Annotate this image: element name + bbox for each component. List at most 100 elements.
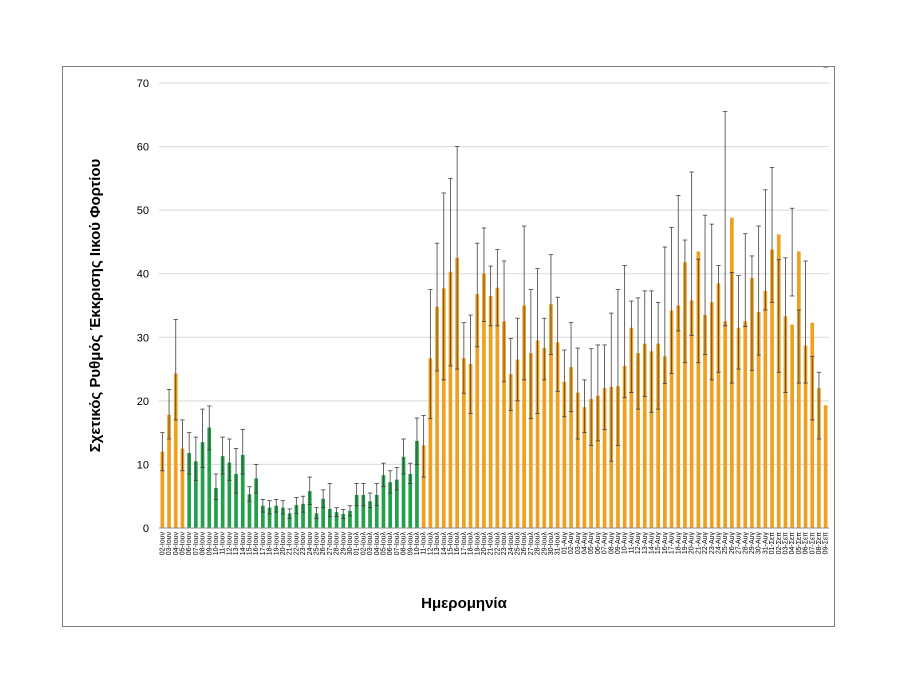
x-tick-label: 02-Αυγ <box>568 532 575 555</box>
bar <box>803 345 808 528</box>
bar <box>616 386 620 528</box>
bar <box>696 251 701 528</box>
error-bars <box>160 66 828 519</box>
bar <box>763 290 768 528</box>
x-tick-label: 06-Ιουλ <box>387 532 394 556</box>
bar <box>448 271 453 528</box>
x-tick-label: 22-Ιουν <box>293 532 300 556</box>
bar <box>462 358 466 528</box>
bar <box>341 514 346 528</box>
bar <box>495 287 500 528</box>
bar <box>281 507 285 528</box>
bar <box>770 249 774 529</box>
x-tick-label: 25-Αυγ <box>722 532 729 555</box>
x-tick-label: 25-Ιουλ <box>514 532 521 556</box>
x-tick-label: 17-Ιουν <box>260 532 267 556</box>
bar <box>227 462 232 528</box>
bar <box>515 359 520 528</box>
x-tick-label: 28-Ιουλ <box>535 532 542 556</box>
bar <box>663 356 667 528</box>
x-tick-label: 08-Ιουν <box>200 532 207 556</box>
bar <box>368 501 372 528</box>
bar <box>636 353 640 528</box>
bar <box>167 414 171 528</box>
x-tick-label: 04-Σεπ <box>789 532 796 555</box>
bar <box>823 405 828 528</box>
bar <box>314 513 319 528</box>
bar <box>629 327 634 528</box>
y-tick-label: 0 <box>143 523 149 535</box>
x-tick-label: 05-Ιουν <box>179 532 186 556</box>
bar <box>683 262 687 528</box>
bar <box>160 451 165 528</box>
x-tick-label: 02-Ιουλ <box>360 532 367 556</box>
x-tick-label: 06-Αυγ <box>595 532 602 555</box>
bar <box>602 388 607 528</box>
x-tick-label: 10-Ιουν <box>213 532 220 556</box>
bar <box>328 508 332 528</box>
x-tick-label: 14-Αυγ <box>648 532 655 555</box>
bar <box>549 304 553 528</box>
x-tick-label: 04-Ιουν <box>173 532 180 556</box>
x-tick-labels: 02-Ιουν 03-Ιουν 04-Ιουν 05-Ιουν 06-Ιουν 07-Ιο… <box>159 532 829 556</box>
bar <box>435 306 439 528</box>
x-tick-label: 04-Ιουλ <box>374 532 381 556</box>
bars <box>160 217 828 529</box>
x-tick-label: 16-Ιουλ <box>454 532 461 556</box>
bar <box>582 407 587 528</box>
bar <box>817 388 821 528</box>
bar <box>321 498 325 528</box>
bar <box>301 503 305 528</box>
bar <box>676 305 681 528</box>
bar <box>274 505 279 528</box>
x-tick-label: 13-Ιουν <box>233 532 240 556</box>
x-tick-label: 27-Ιουν <box>327 532 334 556</box>
x-tick-label: 29-Ιουλ <box>541 532 548 556</box>
x-tick-label: 12-Αυγ <box>635 532 642 555</box>
x-tick-label: 03-Ιουλ <box>367 532 374 556</box>
y-tick-label: 50 <box>137 205 149 217</box>
x-tick-label: 23-Ιουλ <box>501 532 508 556</box>
x-tick-label: 05-Σεπ <box>796 532 803 555</box>
x-tick-label: 14-Ιουν <box>240 532 247 556</box>
x-tick-label: 03-Αυγ <box>575 532 582 555</box>
x-tick-label: 06-Σεπ <box>803 532 810 555</box>
bar <box>388 482 392 528</box>
bar <box>776 234 781 529</box>
bar <box>750 278 754 528</box>
x-tick-label: 01-Σεπ <box>769 532 776 555</box>
y-tick-labels: 0 10 20 30 40 50 60 70 <box>137 78 149 535</box>
x-tick-label: 13-Αυγ <box>642 532 649 555</box>
x-tick-label: 04-Αυγ <box>581 532 588 555</box>
x-tick-label: 26-Ιουλ <box>521 532 528 556</box>
x-tick-label: 26-Ιουν <box>320 532 327 556</box>
bar <box>261 505 265 528</box>
x-tick-label: 02-Ιουν <box>159 532 166 556</box>
x-tick-label: 18-Αυγ <box>675 532 682 555</box>
bar <box>703 315 707 528</box>
x-tick-label: 30-Ιουν <box>347 532 354 556</box>
x-tick-label: 05-Ιουλ <box>380 532 387 556</box>
bar <box>401 456 406 528</box>
bar <box>307 491 312 528</box>
x-tick-label: 16-Αυγ <box>662 532 669 555</box>
x-tick-label: 10-Αυγ <box>622 532 629 555</box>
bar <box>756 311 761 528</box>
bar <box>535 340 540 528</box>
x-tick-label: 24-Ιουλ <box>508 532 515 556</box>
bar <box>482 273 486 528</box>
x-tick-label: 22-Αυγ <box>702 532 709 555</box>
bar <box>642 343 647 528</box>
x-tick-label: 07-Αυγ <box>602 532 609 555</box>
x-tick-label: 19-Αυγ <box>682 532 689 555</box>
x-tick-label: 09-Σεπ <box>823 532 830 555</box>
x-tick-label: 20-Ιουλ <box>481 532 488 556</box>
x-tick-label: 08-Ιουλ <box>401 532 408 556</box>
bar <box>783 316 788 528</box>
x-tick-label: 28-Αυγ <box>742 532 749 555</box>
bar <box>381 475 386 528</box>
x-tick-label: 15-Αυγ <box>655 532 662 555</box>
bar <box>810 322 815 528</box>
x-tick-label: 07-Σεπ <box>809 532 816 555</box>
y-tick-label: 60 <box>137 142 149 154</box>
